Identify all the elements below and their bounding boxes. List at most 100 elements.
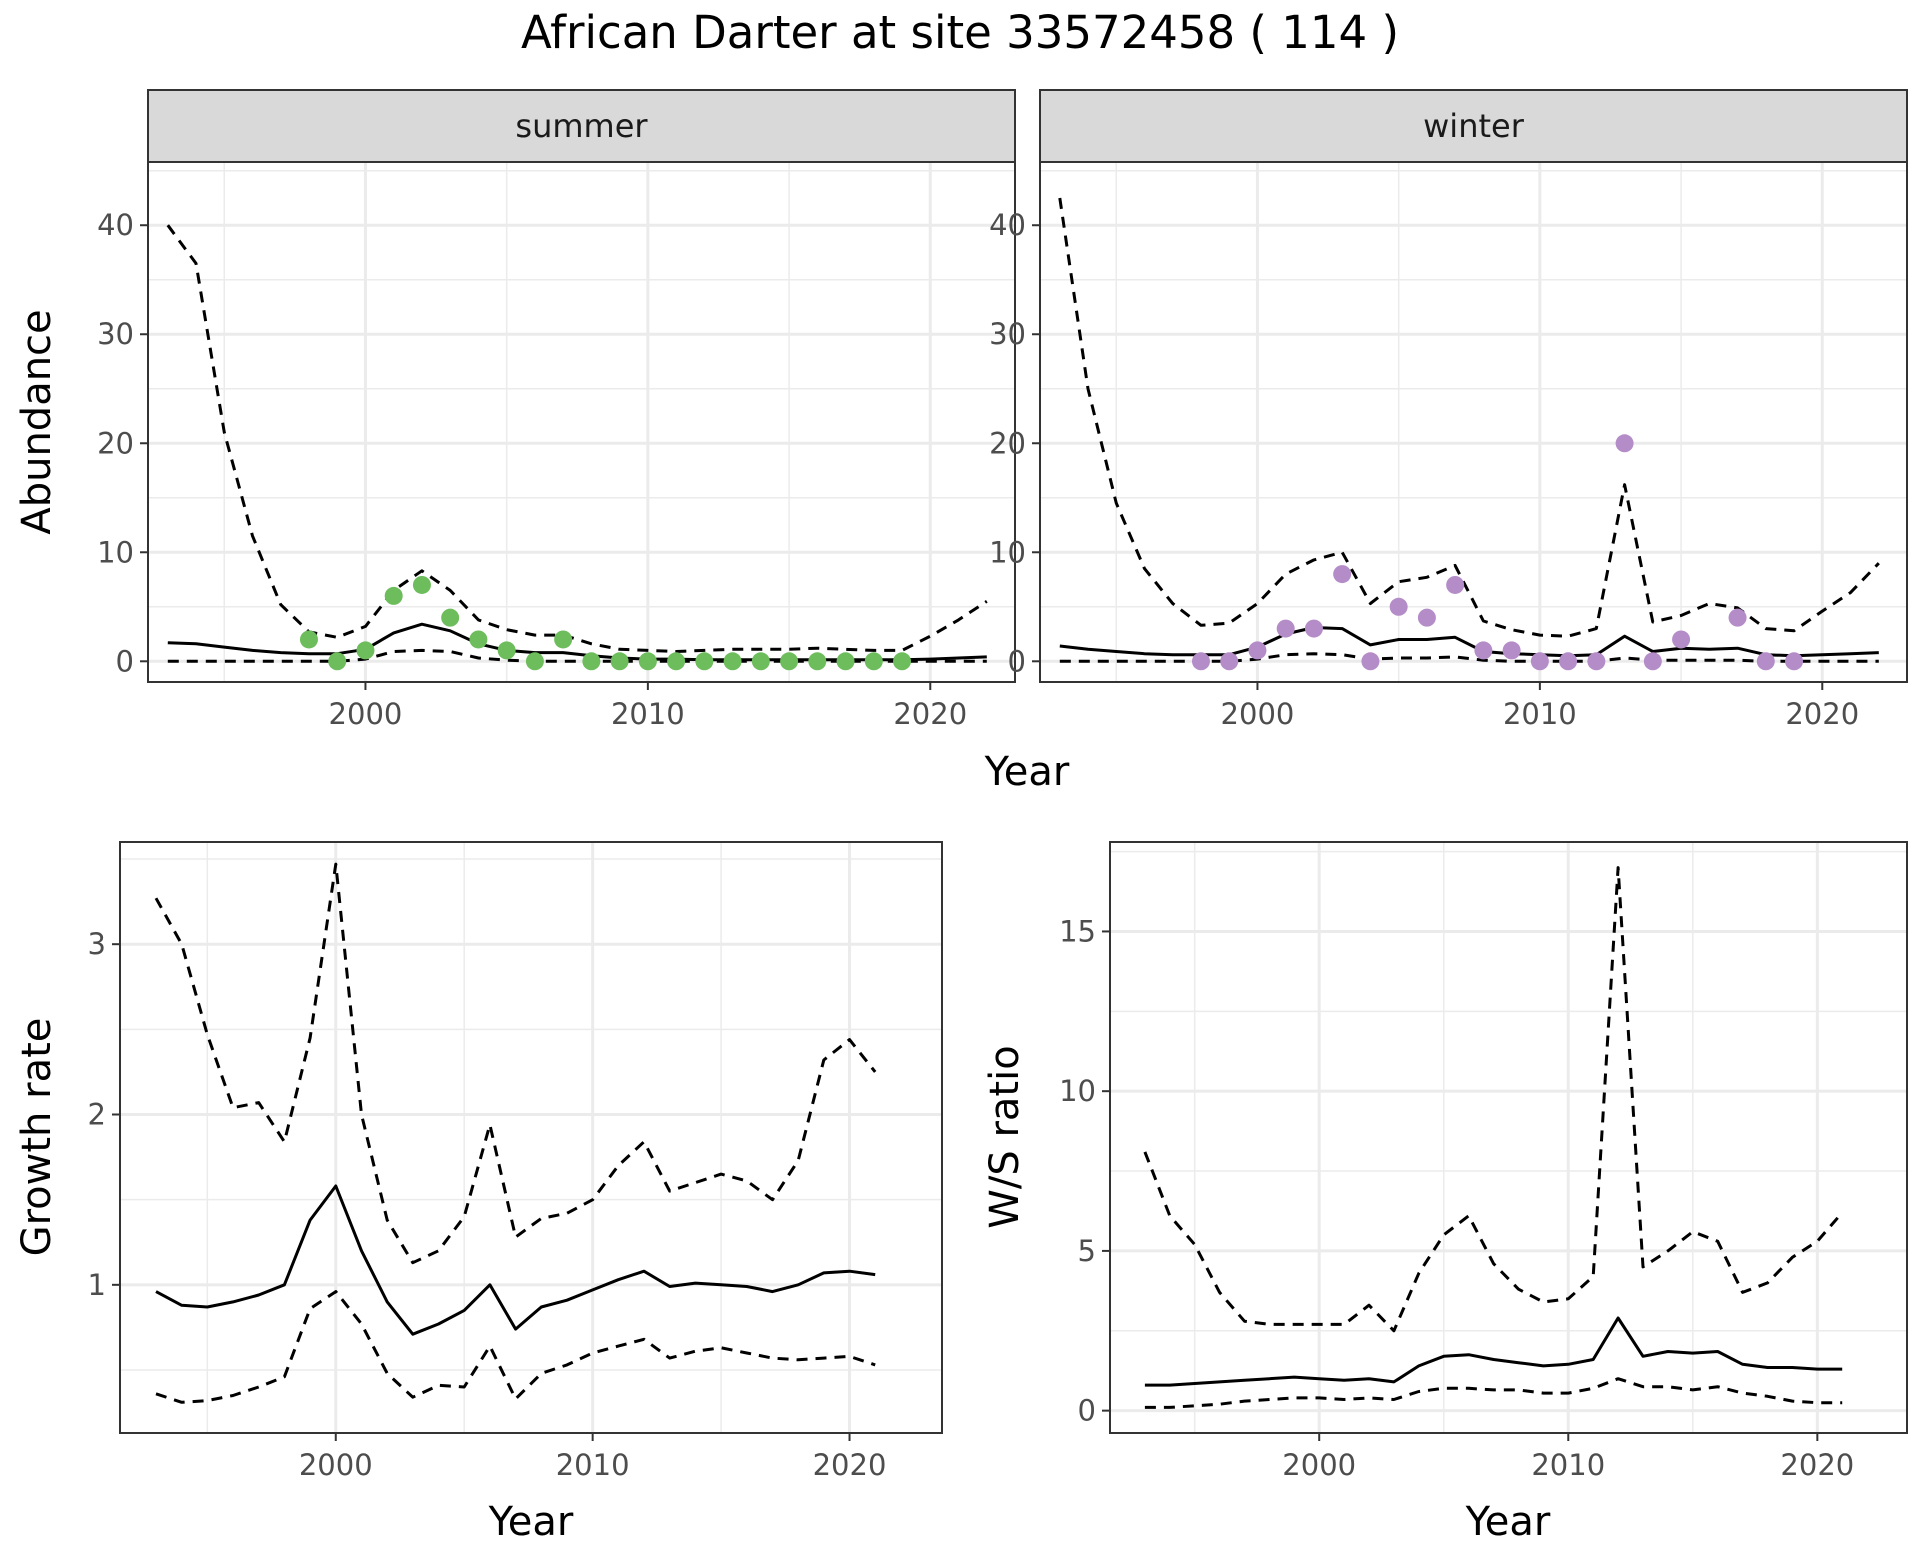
y-tick-label: 0: [1078, 1394, 1096, 1428]
x-axis-title: Year: [1465, 1499, 1551, 1545]
data-point: [1304, 619, 1323, 638]
facet-strip: [147, 89, 1016, 163]
data-point: [299, 630, 318, 649]
data-point: [751, 652, 770, 671]
x-tick-label: 2020: [813, 1448, 887, 1482]
data-point: [469, 630, 488, 649]
data-point: [808, 652, 827, 671]
facet-strip-label: winter: [1423, 107, 1525, 145]
x-tick-label: 2020: [1780, 1448, 1854, 1482]
series-line-mean: [155, 1184, 876, 1336]
data-point: [356, 641, 375, 660]
y-axis-title: Abundance: [14, 309, 60, 534]
x-tick-label: 2010: [1531, 1448, 1605, 1482]
data-point: [893, 652, 912, 671]
x-tick-label: 2000: [1221, 697, 1295, 731]
data-point: [780, 652, 799, 671]
panel-border: [119, 841, 943, 1434]
series-line-upper: [154, 862, 877, 1265]
facet-strip-label: summer: [515, 107, 648, 145]
data-point: [525, 652, 544, 671]
data-point: [1785, 652, 1804, 671]
y-tick-label: 10: [1059, 1074, 1096, 1108]
data-point: [412, 575, 431, 594]
figure-title: African Darter at site 33572458 ( 114 ): [521, 6, 1399, 59]
data-point: [1333, 565, 1352, 584]
x-tick-label: 2000: [299, 1448, 373, 1482]
y-tick-label: 30: [989, 317, 1026, 351]
y-tick-label: 10: [97, 535, 134, 569]
x-tick-label: 2000: [1282, 1448, 1356, 1482]
data-point: [1220, 652, 1239, 671]
y-tick-label: 40: [97, 208, 134, 242]
data-point: [1248, 641, 1267, 660]
facet-strip: [1039, 89, 1908, 163]
data-point: [1446, 575, 1465, 594]
y-tick-label: 0: [116, 644, 134, 678]
data-point: [638, 652, 657, 671]
panel-background: [148, 162, 1015, 682]
data-point: [1474, 641, 1493, 660]
panel-winter: winter 2000 2010 2020 0 10 20 30 40: [989, 89, 1908, 731]
x-tick-label: 2020: [1785, 697, 1859, 731]
data-point: [1643, 652, 1662, 671]
data-point: [610, 652, 629, 671]
data-point: [384, 586, 403, 605]
series-line-upper: [1143, 866, 1844, 1333]
data-point: [582, 652, 601, 671]
data-point: [1276, 619, 1295, 638]
data-point: [836, 652, 855, 671]
y-tick-label: 20: [989, 426, 1026, 460]
data-point: [1615, 434, 1634, 453]
data-point: [1361, 652, 1380, 671]
series-line-lower: [1144, 1377, 1843, 1409]
data-point: [695, 652, 714, 671]
y-tick-label: 0: [1008, 644, 1026, 678]
data-point: [1389, 597, 1408, 616]
data-point: [554, 630, 573, 649]
series-line-mean: [1144, 1316, 1843, 1387]
data-point: [723, 652, 742, 671]
data-point: [667, 652, 686, 671]
data-point: [1728, 608, 1747, 627]
panel-growth: 2000 2010 2020 1 2 3 Year Growth rate: [14, 841, 943, 1545]
panel-summer: summer 2000 2010 2020 0 10 20 30 40 Abundance: [14, 89, 1016, 731]
series-line-upper: [166, 224, 988, 653]
panel-background: [120, 842, 942, 1433]
panel-background: [1040, 162, 1907, 682]
y-axis-title: W/S ratio: [982, 1045, 1028, 1228]
data-point: [441, 608, 460, 627]
data-point: [1530, 652, 1549, 671]
y-tick-label: 20: [97, 426, 134, 460]
y-tick-label: 15: [1059, 914, 1096, 948]
y-tick-label: 30: [97, 317, 134, 351]
y-tick-label: 5: [1078, 1234, 1096, 1268]
data-point: [1417, 608, 1436, 627]
data-point: [1502, 641, 1521, 660]
data-point: [328, 652, 347, 671]
data-point: [1191, 652, 1210, 671]
data-point: [1756, 652, 1775, 671]
panel-background: [1110, 842, 1907, 1433]
y-tick-label: 40: [989, 208, 1026, 242]
x-axis-title: Year: [488, 1499, 574, 1545]
panel-border: [1109, 841, 1908, 1434]
y-tick-label: 1: [88, 1268, 106, 1302]
x-tick-label: 2010: [611, 697, 685, 731]
data-point: [497, 641, 516, 660]
x-tick-label: 2010: [1503, 697, 1577, 731]
x-tick-label: 2020: [893, 697, 967, 731]
y-tick-label: 3: [88, 927, 106, 961]
x-tick-label: 2000: [329, 697, 403, 731]
panel-ws_ratio: 2000 2010 2020 0 5 10 15 Year W/S ratio: [982, 841, 1908, 1545]
x-axis-title: Year: [984, 749, 1070, 795]
x-tick-label: 2010: [556, 1448, 630, 1482]
data-point: [1587, 652, 1606, 671]
data-point: [1559, 652, 1578, 671]
y-tick-label: 10: [989, 535, 1026, 569]
y-tick-label: 2: [88, 1098, 106, 1132]
data-point: [864, 652, 883, 671]
y-axis-title: Growth rate: [14, 1018, 60, 1257]
